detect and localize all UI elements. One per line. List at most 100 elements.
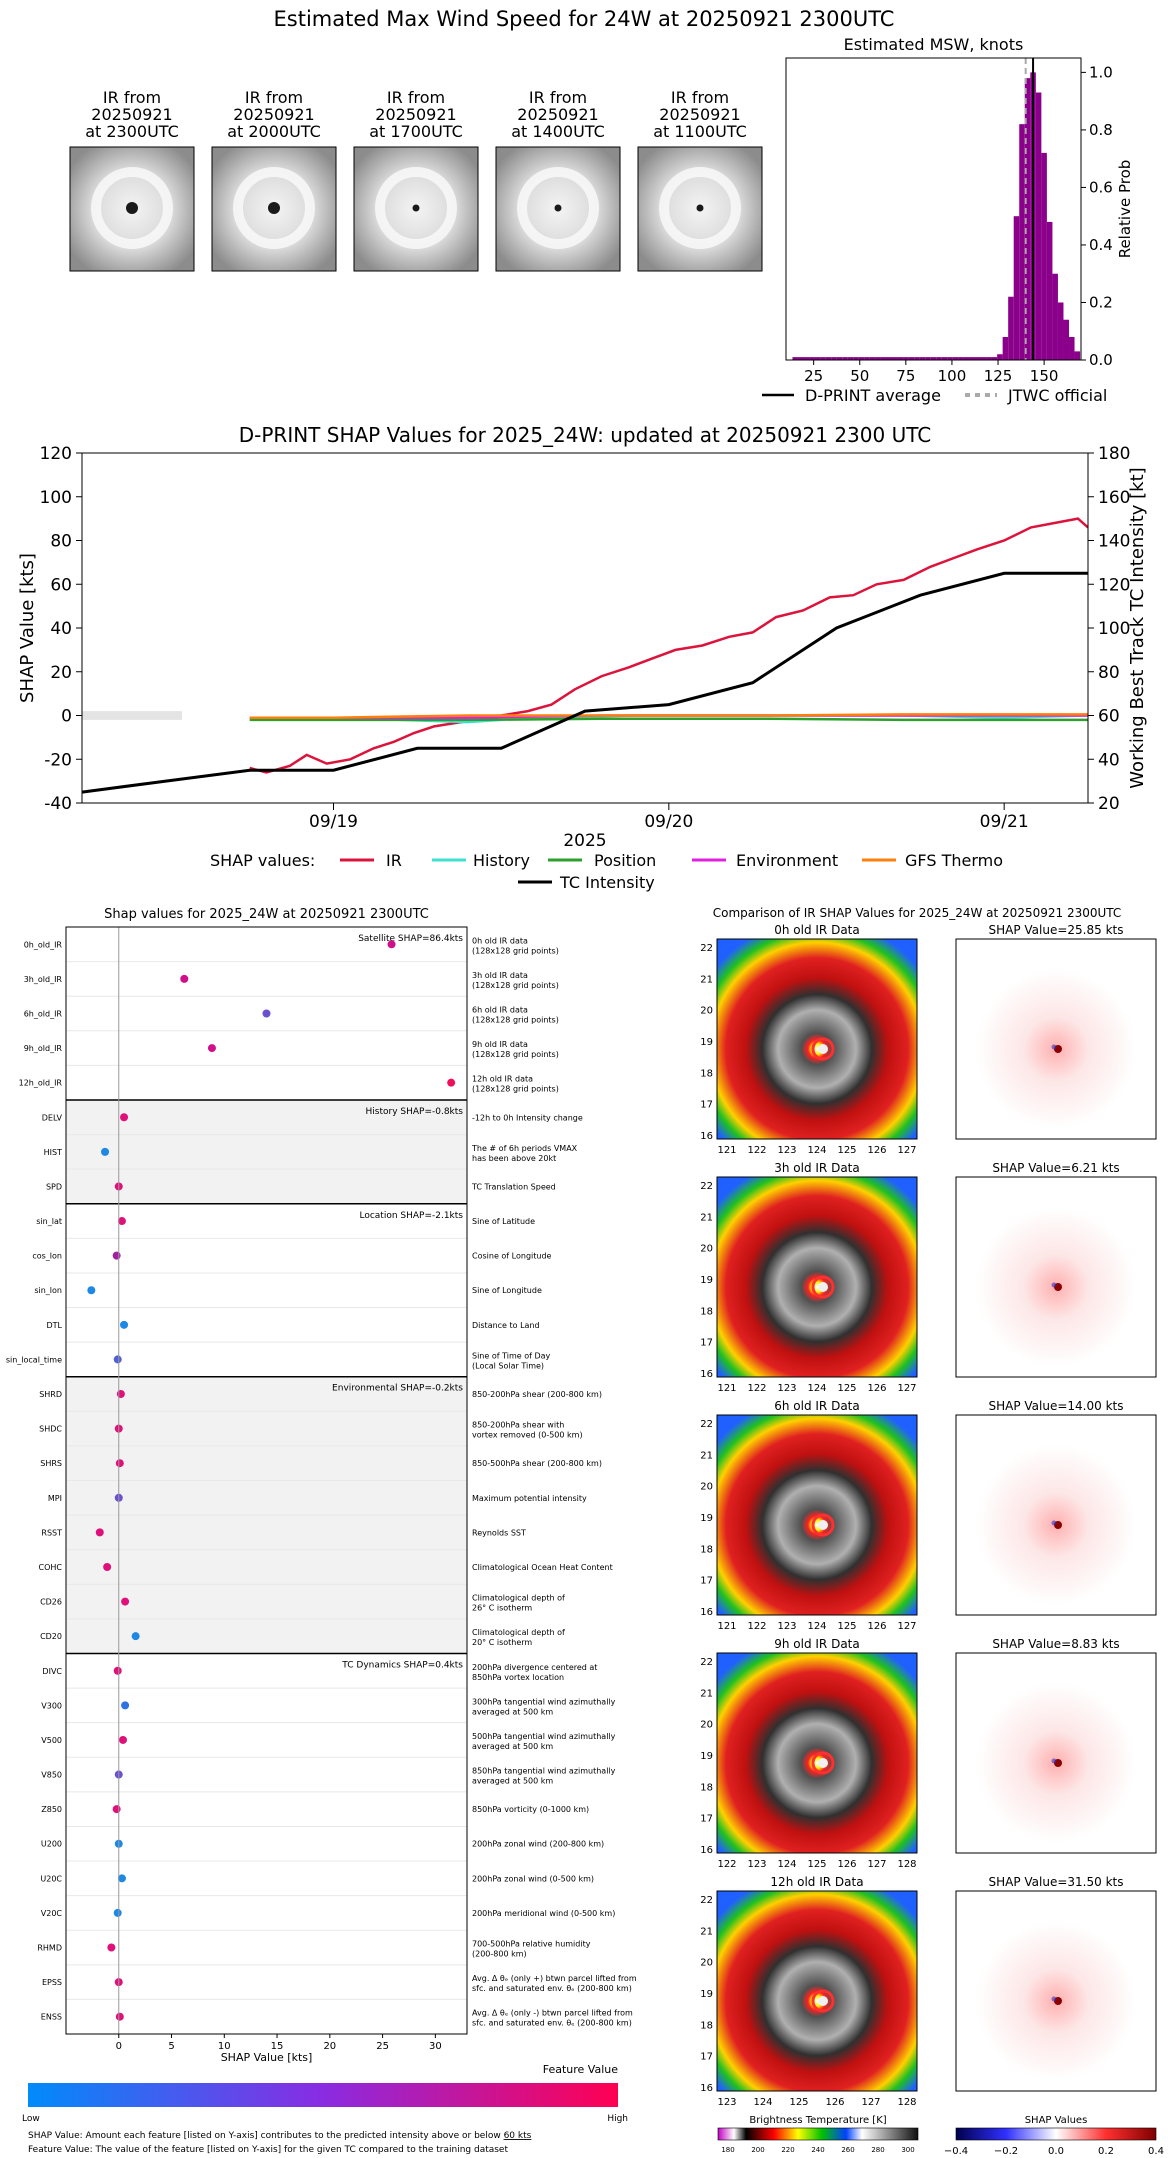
feature-name-label: COHC [39, 1563, 63, 1572]
shap-colorbar-tick-label: 0.0 [1048, 2146, 1064, 2157]
bt-colorbar-title: Brightness Temperature [K] [749, 2115, 886, 2126]
bt-colorbar-tick-label: 280 [871, 2146, 884, 2154]
ir-lon-tick-label: 121 [717, 1383, 736, 1394]
feature-description: Avg. Δ θₑ (only +) btwn parcel lifted fr… [472, 1974, 637, 1983]
feature-description: Reynolds SST [472, 1528, 526, 1537]
feature-name-label: SHRD [39, 1390, 62, 1399]
msw-histogram-bar [853, 357, 859, 360]
feature-description: 200hPa meridional wind (0-500 km) [472, 1909, 615, 1918]
feature-description: 0h old IR data [472, 936, 528, 945]
feature-name-label: SHRS [40, 1459, 62, 1468]
footnote-shap-value: SHAP Value: Amount each feature [listed … [28, 2131, 532, 2141]
thumb-label-line2: 20250921 [659, 105, 740, 124]
ir-lat-tick-label: 16 [700, 1369, 713, 1380]
ir-lat-tick-label: 22 [700, 1181, 713, 1192]
msw-histogram-bar [925, 357, 931, 360]
msw-histogram-bar [886, 357, 893, 360]
ts-y-tick-label: -20 [44, 750, 72, 770]
thumb-label-line2: 20250921 [233, 105, 314, 124]
msw-histogram-bar [825, 357, 832, 360]
shap-panel-title: SHAP Value=8.83 kts [992, 1637, 1119, 1651]
ir-lon-tick-label: 121 [717, 1145, 736, 1156]
thumb-label-line2: 20250921 [375, 105, 456, 124]
shap-legend-heading: SHAP values: [210, 851, 315, 870]
msw-histogram-bar [831, 357, 837, 360]
feature-description: 12h old IR data [472, 1075, 533, 1084]
feature-colorbar-high: High [607, 2114, 628, 2124]
ir-image-panel [716, 938, 918, 1140]
ts-x-tick-label: 09/21 [980, 812, 1029, 832]
feature-shap-point [87, 1286, 96, 1295]
thumbnail-eyewall [659, 167, 741, 249]
msw-histogram-bar [1057, 302, 1064, 360]
ir-lat-tick-label: 16 [700, 1607, 713, 1618]
shap-heatmap-panel [955, 1652, 1157, 1854]
feature-description-line2: (128x128 grid points) [472, 1085, 559, 1094]
bt-colorbar-tick-label: 260 [841, 2146, 854, 2154]
thumb-label-line1: IR from [671, 88, 729, 107]
thumbnail-eye [126, 202, 138, 214]
ts-y-tick-label: -40 [44, 794, 72, 814]
feature-name-label: CD20 [40, 1632, 62, 1641]
feature-description: Sine of Time of Day [472, 1351, 551, 1360]
feature-shap-point [121, 1701, 130, 1710]
legend-label-ir: IR [386, 851, 402, 870]
feature-description-line2: 20° C isotherm [472, 1638, 532, 1647]
feature-description: 700-500hPa relative humidity [472, 1940, 591, 1949]
ir-lat-tick-label: 22 [700, 1419, 713, 1430]
feature-description-line2: (128x128 grid points) [472, 981, 559, 990]
ts-y-tick-label: 60 [50, 575, 72, 595]
feature-description: 850-500hPa shear (200-800 km) [472, 1459, 602, 1468]
ir-lon-tick-label: 122 [747, 1621, 766, 1632]
thumbnail-eye [412, 204, 420, 212]
feature-name-label: cos_lon [32, 1252, 62, 1261]
thumbnail-eyewall [233, 167, 315, 249]
thumb-label-line1: IR from [103, 88, 161, 107]
feature-shap-point [101, 1147, 110, 1156]
feature-shap-point [120, 1320, 129, 1329]
feature-description: 200hPa zonal wind (200-800 km) [472, 1840, 604, 1849]
msw-x-tick-label: 25 [804, 367, 823, 385]
ir-lon-tick-label: 126 [867, 1383, 886, 1394]
ir-lat-tick-label: 19 [700, 1513, 713, 1524]
ir-eye [818, 1282, 828, 1292]
ir-image-panel [716, 1414, 918, 1616]
msw-histogram-bar [836, 357, 843, 360]
msw-histogram-bar [880, 357, 887, 360]
legend-dprint-label: D-PRINT average [805, 386, 941, 405]
feature-description: Climatological depth of [472, 1628, 565, 1637]
feature-description: 500hPa tangential wind azimuthally [472, 1732, 616, 1741]
feature-name-label: ENSS [41, 2013, 62, 2022]
ir-panel-title: 3h old IR Data [774, 1161, 860, 1175]
ir-lon-tick-label: 128 [897, 1859, 916, 1870]
msw-histogram-bar [864, 357, 870, 360]
msw-histogram-bar [1024, 78, 1031, 360]
ts-y2-tick-label: 160 [1098, 488, 1130, 508]
msw-y-tick-label: 0.0 [1089, 351, 1113, 369]
shap-negative-spot [1051, 1044, 1057, 1050]
ts-y2-tick-label: 120 [1098, 575, 1130, 595]
ts-y2-tick-label: 180 [1098, 444, 1130, 464]
msw-histogram-bar [1002, 336, 1009, 360]
ir-lat-tick-label: 17 [700, 1338, 713, 1349]
msw-histogram-bar [980, 357, 987, 360]
group-label: History SHAP=-0.8kts [366, 1107, 464, 1117]
ir-lat-tick-label: 17 [700, 1100, 713, 1111]
msw-histogram-bar [1063, 319, 1070, 360]
shap-timeseries-chart: D-PRINT SHAP Values for 2025_24W: update… [17, 423, 1148, 892]
feature-name-label: sin_lon [34, 1286, 62, 1295]
feature-name-label: 3h_old_IR [24, 975, 63, 984]
feature-x-tick-label: 5 [168, 2041, 174, 2052]
shap-negative-spot [1051, 1520, 1057, 1526]
ir-panel-title: 12h old IR Data [770, 1875, 863, 1889]
feature-x-tick-label: 0 [116, 2041, 122, 2052]
shap-series-line-position [249, 717, 1088, 722]
msw-histogram-bar [797, 357, 804, 360]
feature-description: Maximum potential intensity [472, 1494, 587, 1503]
ir-lat-tick-label: 21 [700, 974, 713, 985]
thumbnail-eyewall [517, 167, 599, 249]
ts-y2-tick-label: 140 [1098, 532, 1130, 552]
msw-histogram-bar [814, 357, 821, 360]
shap-series-line-ir [249, 517, 1089, 774]
